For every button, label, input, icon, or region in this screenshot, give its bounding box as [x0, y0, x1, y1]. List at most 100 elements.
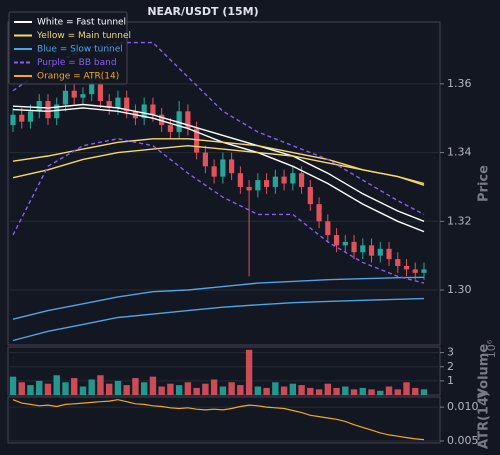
volume-bar [97, 375, 104, 395]
volume-bar [324, 383, 332, 395]
candle-body [27, 111, 34, 122]
volume-bar [149, 376, 157, 395]
legend-box [8, 11, 128, 85]
volume-bar [71, 378, 78, 395]
volume-bar [114, 380, 122, 395]
candle-body [106, 101, 112, 108]
candle-body [412, 269, 418, 273]
candle-body [124, 97, 130, 112]
volume-bar [44, 383, 52, 395]
candle-body [281, 176, 287, 184]
volume-bar [245, 349, 253, 395]
volume-bar [210, 379, 218, 395]
volume-bar [105, 383, 113, 395]
candle-body [263, 180, 270, 187]
candle-body [298, 173, 305, 187]
volume-bar [359, 387, 366, 395]
volume-bar [36, 380, 43, 395]
atr-line [12, 399, 425, 441]
candle-body [307, 186, 313, 205]
volume-bar [62, 382, 69, 395]
y-axis-label: ATR(14) [477, 391, 492, 449]
candle-body [237, 173, 243, 187]
candle-body [45, 101, 51, 119]
candle-body [10, 114, 16, 126]
candle-body [272, 176, 278, 187]
volume-bar [333, 387, 340, 395]
volume-bar [219, 386, 227, 395]
volume-bar [184, 382, 192, 395]
legend-label: Yellow = Main tunnel [36, 31, 131, 41]
volume-bar [237, 385, 244, 395]
legend: White = Fast tunnel Yellow = Main tunnel B… [8, 11, 131, 85]
candle-body [333, 235, 340, 246]
volume-bar [394, 389, 401, 395]
volume-bar [88, 379, 95, 395]
candle-body [368, 245, 375, 256]
chart-title: NEAR/USDT (15M) [147, 5, 258, 18]
y-tick-label: 1.36 [447, 77, 472, 90]
volume-bar [307, 387, 314, 395]
volume-bar [123, 385, 130, 395]
volume-bar [342, 386, 349, 395]
candle-body [194, 128, 200, 153]
candle-body [62, 90, 69, 105]
y-tick-label: 1.30 [447, 283, 472, 296]
volume-bar [403, 382, 410, 395]
y-tick-label: 1.34 [447, 146, 472, 159]
y-axis-label: Price [477, 165, 492, 202]
candle-body [246, 186, 252, 191]
panel-frame [7, 396, 441, 444]
volume-bar [385, 386, 393, 395]
overlay-line [12, 103, 425, 222]
overlay-line [12, 144, 425, 186]
panel-frame [7, 21, 441, 346]
overlay-line [12, 297, 425, 342]
candle-body [255, 180, 261, 191]
candle-body [19, 114, 25, 122]
volume-bar [27, 385, 34, 395]
candle-body [167, 125, 174, 132]
y-tick-label: 1 [447, 374, 454, 387]
volume-bar [158, 386, 165, 395]
volume-bar [175, 385, 183, 395]
candle-body [211, 166, 217, 177]
legend-label: Purple = BB band [37, 58, 117, 68]
candle-body [80, 94, 86, 98]
volume-bar [18, 382, 25, 395]
overlay-line [12, 138, 425, 284]
candle-body [316, 204, 322, 222]
volume-bar [79, 386, 87, 395]
candle-body [115, 97, 121, 108]
candle-body [325, 221, 331, 236]
y-tick-label: 0.005 [447, 434, 479, 447]
volume-bar [377, 390, 384, 395]
candle-body [342, 241, 348, 246]
overlay-line [12, 276, 425, 320]
volume-bar [289, 383, 297, 395]
legend-label: Orange = ATR(14) [37, 72, 119, 82]
volume-bar [420, 389, 428, 395]
candle-body [395, 259, 401, 266]
volume-bar [167, 383, 174, 395]
volume-bar [254, 386, 262, 395]
volume-bar [193, 387, 200, 395]
candle-body [36, 101, 42, 112]
candle-body [403, 265, 410, 270]
volume-bar [202, 383, 209, 395]
candle-body [176, 111, 182, 132]
scale-label: 10⁶ [485, 339, 498, 358]
candle-body [71, 90, 77, 98]
volume-bar [9, 376, 17, 395]
volume-bar [280, 386, 288, 395]
candle-body [150, 104, 156, 115]
volume-bar [228, 382, 235, 395]
volume-bar [368, 389, 375, 395]
volume-bar [53, 375, 60, 395]
candle-body [185, 111, 191, 129]
candle-body [386, 248, 392, 260]
candle-body [377, 248, 383, 256]
y-tick-label: 3 [447, 346, 454, 359]
y-tick-label: 0.010 [447, 400, 479, 413]
